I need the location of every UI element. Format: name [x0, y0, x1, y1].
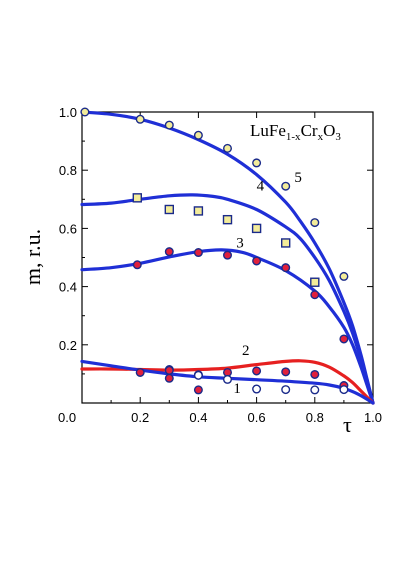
marker-square — [281, 238, 291, 248]
marker-circle — [164, 365, 174, 375]
curve-label-5: 5 — [294, 170, 302, 186]
x-tick-label: 0.6 — [248, 410, 266, 425]
marker-circle — [222, 374, 232, 384]
marker-circle — [310, 290, 320, 300]
curve-5 — [80, 110, 375, 405]
curve-3 — [80, 248, 375, 405]
chart-title: LuFe1-xCrxO3 — [250, 121, 341, 143]
y-tick-label: 0.8 — [59, 163, 77, 178]
marker-square — [132, 193, 142, 203]
marker-circle — [252, 384, 262, 394]
curve-label-3: 3 — [236, 235, 244, 251]
marker-circle — [252, 158, 262, 168]
x-tick-label: 0.4 — [189, 410, 207, 425]
marker-circle — [281, 367, 291, 377]
marker-circle — [164, 247, 174, 257]
curve-label-1: 1 — [233, 381, 241, 397]
marker-circle — [80, 107, 90, 117]
y-tick-label: 0.4 — [59, 280, 77, 295]
curve-2 — [80, 359, 375, 405]
y-axis-label: m, r.u. — [20, 229, 45, 285]
curve-4 — [80, 193, 375, 405]
marker-circle — [193, 370, 203, 380]
marker-circle — [339, 334, 349, 344]
tick-labels: 0.0 0.2 0.4 0.6 0.8 1.0 0.2 0.4 0.6 0.8 1.0 — [58, 105, 382, 425]
marker-circle — [339, 271, 349, 281]
marker-circle — [164, 373, 174, 383]
marker-square — [164, 204, 175, 215]
marker-circle — [310, 369, 320, 379]
x-tick-label: 0.8 — [306, 410, 324, 425]
y-tick-label: 1.0 — [59, 105, 77, 120]
marker-square — [222, 214, 233, 225]
title-part-a: LuFe — [250, 121, 286, 140]
x-axis-label: τ — [343, 412, 352, 437]
curve-label-2: 2 — [242, 343, 250, 359]
y-tick-label: 0.2 — [59, 338, 77, 353]
marker-circle — [193, 130, 203, 140]
title-part-d: x — [318, 131, 324, 143]
marker-circle — [135, 114, 145, 124]
curve-label-4: 4 — [257, 179, 265, 195]
title-part-c: Cr — [301, 121, 318, 140]
marker-circle — [310, 218, 320, 228]
data-markers — [80, 107, 349, 395]
x-tick-label: 1.0 — [364, 410, 382, 425]
title-part-f: 3 — [335, 131, 341, 143]
marker-circle — [132, 260, 142, 270]
marker-square — [251, 223, 262, 234]
marker-circle — [252, 256, 262, 266]
marker-circle — [135, 367, 145, 377]
marker-square — [193, 206, 204, 216]
curve-labels: 5 4 3 2 1 — [233, 170, 302, 397]
title-part-b: 1-x — [286, 131, 301, 143]
marker-circle — [281, 263, 291, 273]
marker-circle — [193, 248, 203, 258]
marker-circle — [222, 143, 232, 153]
marker-circle — [339, 385, 349, 395]
marker-circle — [281, 181, 291, 191]
marker-circle — [281, 385, 291, 395]
marker-circle — [310, 385, 320, 395]
marker-square — [310, 277, 320, 287]
marker-circle — [193, 385, 203, 395]
title-part-e: O — [323, 121, 335, 140]
x-tick-label: 0.0 — [58, 410, 76, 425]
y-tick-label: 0.6 — [59, 221, 77, 236]
marker-circle — [222, 250, 232, 260]
marker-circle — [252, 366, 262, 376]
x-tick-label: 0.2 — [131, 410, 149, 425]
marker-circle — [164, 120, 174, 130]
